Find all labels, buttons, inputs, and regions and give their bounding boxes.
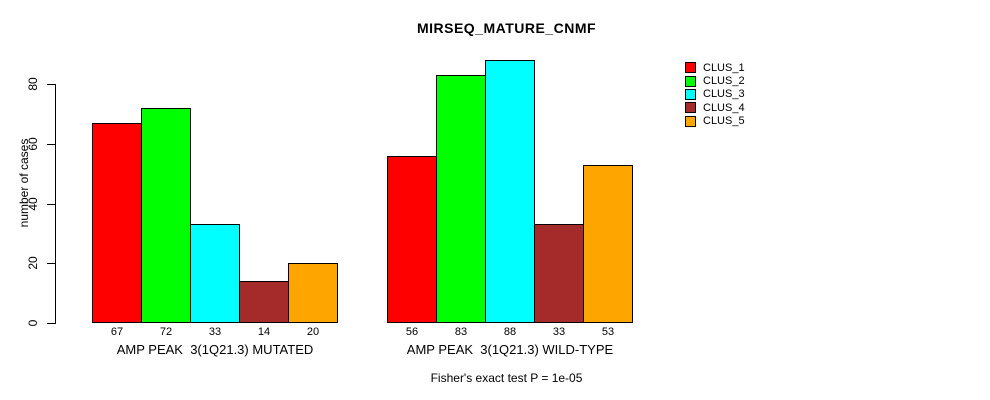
bar-value-label: 33 [552, 326, 566, 338]
legend-item-clus_5: CLUS_5 [685, 115, 745, 128]
legend-label: CLUS_4 [703, 101, 745, 114]
legend-swatch [685, 102, 696, 114]
y-axis-tick [47, 143, 55, 145]
y-axis-tick [47, 263, 55, 265]
legend-label: CLUS_1 [703, 61, 745, 74]
bar-value-label: 72 [159, 326, 173, 338]
bar-clus_2-group2 [436, 75, 486, 323]
y-axis-tick-label: 80 [26, 77, 40, 91]
y-axis-tick [47, 84, 55, 85]
legend-swatch [685, 62, 696, 74]
legend-item-clus_2: CLUS_2 [685, 74, 745, 87]
legend-label: CLUS_5 [703, 115, 745, 128]
y-axis-line [55, 84, 56, 324]
chart-title: MIRSEQ_MATURE_CNMF [416, 20, 597, 36]
bar-clus_5-group2 [583, 165, 633, 323]
bar-value-label: 14 [257, 326, 271, 338]
legend-label: CLUS_3 [703, 88, 745, 101]
bar-value-label: 20 [306, 326, 320, 338]
legend-item-clus_1: CLUS_1 [685, 61, 745, 74]
bar-clus_5-group1 [288, 263, 338, 323]
bar-clus_4-group1 [239, 281, 289, 323]
legend-swatch [685, 88, 696, 100]
bar-clus_1-group2 [387, 156, 437, 323]
y-axis-tick-label: 0 [26, 319, 40, 327]
bar-value-label: 53 [601, 326, 615, 338]
bar-clus_3-group2 [485, 60, 535, 323]
legend-label: CLUS_2 [703, 75, 745, 88]
x-group-label: AMP PEAK 3(1Q21.3) MUTATED [116, 342, 314, 357]
y-axis-tick-label: 60 [26, 137, 40, 151]
y-axis-tick [47, 203, 55, 205]
bar-value-label: 88 [503, 326, 517, 338]
legend-item-clus_3: CLUS_3 [685, 88, 745, 101]
y-axis-tick-label: 20 [26, 256, 40, 270]
legend-swatch [685, 115, 696, 127]
legend-item-clus_4: CLUS_4 [685, 101, 745, 114]
annotation-fisher-test: Fisher's exact test P = 1e-05 [430, 371, 583, 385]
bar-value-label: 33 [208, 326, 222, 338]
bar-value-label: 83 [454, 326, 468, 338]
bar-clus_2-group1 [141, 108, 191, 323]
y-axis-tick [47, 323, 55, 324]
bar-clus_3-group1 [190, 224, 240, 323]
y-axis-title: number of cases [17, 138, 31, 228]
bar-clus_4-group2 [534, 224, 584, 323]
x-group-label: AMP PEAK 3(1Q21.3) WILD-TYPE [406, 342, 614, 357]
bar-value-label: 56 [405, 326, 419, 338]
legend: CLUS_1 CLUS_2 CLUS_3 CLUS_4 CLUS_5 [685, 61, 745, 128]
bar-value-label: 67 [110, 326, 124, 338]
bar-clus_1-group1 [92, 123, 142, 323]
y-axis-tick-label: 40 [26, 196, 40, 211]
legend-swatch [685, 75, 696, 87]
